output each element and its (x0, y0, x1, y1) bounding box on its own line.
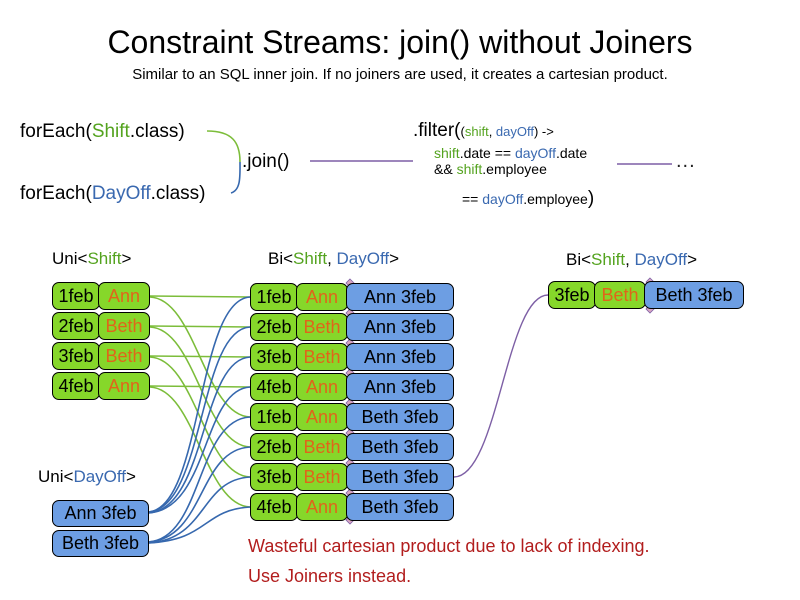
code-filter-line2: shift.date == dayOff.date (434, 145, 588, 161)
code-foreach-dayoff: forEach(DayOff.class) (20, 183, 206, 204)
warning-text: Wasteful cartesian product due to lack o… (248, 531, 650, 591)
shift-tuple: 4feb Ann (52, 372, 150, 400)
page-subtitle: Similar to an SQL inner join. If no join… (132, 66, 668, 83)
shift-tuple: 2feb Beth (52, 312, 150, 340)
result-tuple: 3feb Beth Beth 3feb (548, 281, 744, 309)
code-ellipsis: ... (676, 150, 696, 172)
label-bi-mid: Bi<Shift, DayOff> (268, 249, 400, 268)
page-title: Constraint Streams: join() without Joine… (107, 24, 693, 60)
pair-tuple: 2feb Beth Ann 3feb (250, 313, 454, 341)
code-join: .join() (242, 151, 290, 172)
code-filter-head: .filter((shift, dayOff) -> (413, 120, 554, 141)
pair-tuple: 1feb Ann Ann 3feb (250, 283, 454, 311)
warning-line-2: Use Joiners instead. (248, 566, 412, 586)
match-to-result-line (453, 294, 549, 478)
pair-tuple: 3feb Beth Beth 3feb (250, 463, 454, 491)
code-foreach-shift: forEach(Shift.class) (20, 121, 185, 142)
dayoff-tuple: Ann 3feb (52, 500, 149, 527)
dayoff-tuple: Beth 3feb (52, 530, 149, 557)
label-bi-right: Bi<Shift, DayOff> (566, 250, 698, 269)
code-filter-line3: && shift.employee (434, 161, 547, 177)
brace-dayoff-line (230, 161, 241, 194)
label-uni-shift: Uni<Shift> (52, 249, 132, 268)
pair-tuple: 1feb Ann Beth 3feb (250, 403, 454, 431)
pair-tuple: 2feb Beth Beth 3feb (250, 433, 454, 461)
shift-tuple: 1feb Ann (52, 282, 150, 310)
pair-tuple: 3feb Beth Ann 3feb (250, 343, 454, 371)
pair-tuple: 4feb Ann Beth 3feb (250, 493, 454, 521)
label-uni-dayoff: Uni<DayOff> (38, 467, 136, 486)
warning-line-1: Wasteful cartesian product due to lack o… (248, 536, 650, 556)
pair-tuple: 4feb Ann Ann 3feb (250, 373, 454, 401)
shift-tuple: 3feb Beth (52, 342, 150, 370)
code-filter-line4: == dayOff.employee) (462, 188, 595, 209)
brace-shift-line (206, 130, 241, 163)
